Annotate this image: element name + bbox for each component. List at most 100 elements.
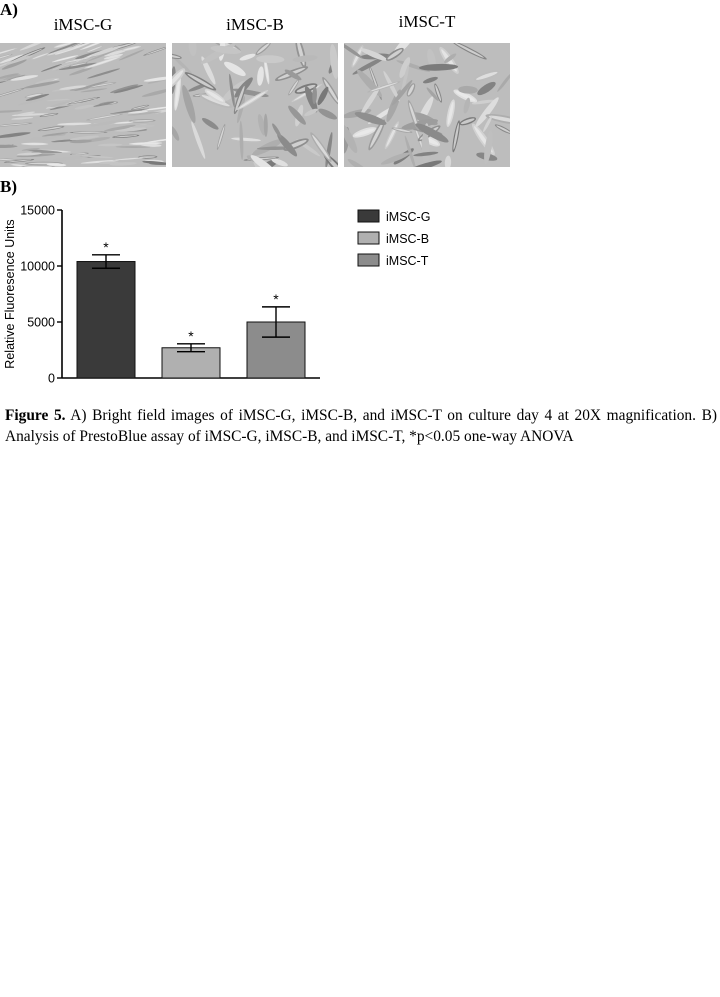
cell-highlight xyxy=(447,101,454,125)
cell-shape xyxy=(69,135,99,141)
panel-a-label: A) xyxy=(0,0,18,19)
cell-shape xyxy=(391,79,413,106)
cell-shape xyxy=(304,108,318,117)
image-title-t: iMSC-T xyxy=(398,12,456,31)
cell-shape xyxy=(229,73,235,108)
bar-imsc-g xyxy=(76,261,136,379)
cell-highlight xyxy=(145,47,166,55)
cell-shape xyxy=(239,53,256,61)
cell-shape xyxy=(6,55,33,65)
cell-highlight xyxy=(393,128,411,133)
cell-highlight xyxy=(64,57,91,63)
cell-shape xyxy=(444,155,452,167)
cell-shape xyxy=(330,44,338,80)
cell-shape xyxy=(142,160,166,165)
cell-shape xyxy=(201,117,219,130)
cell-shape xyxy=(118,49,145,61)
cell-highlight xyxy=(354,128,375,137)
cell-shape xyxy=(444,53,457,63)
cell-shape xyxy=(21,148,40,151)
cell-shape xyxy=(277,133,298,157)
cell-shape xyxy=(23,80,60,89)
cell-shape xyxy=(272,123,282,138)
cell-shape xyxy=(404,135,416,167)
cell-shape xyxy=(10,75,39,81)
cell-shape xyxy=(256,55,285,64)
cell-highlight xyxy=(235,85,245,112)
cell-shape xyxy=(271,158,288,167)
cell-shape xyxy=(0,144,18,149)
cell-shape xyxy=(46,98,71,102)
cell-highlight xyxy=(175,76,180,108)
cell-shape xyxy=(143,76,166,82)
cell-shape xyxy=(24,149,63,153)
cell-shape xyxy=(51,139,78,143)
cell-highlight xyxy=(206,90,224,102)
cell-shape xyxy=(413,151,439,157)
cell-shape xyxy=(90,119,128,127)
cell-highlight xyxy=(24,165,53,167)
cell-highlight xyxy=(488,115,510,123)
cell-highlight xyxy=(39,126,63,131)
micrograph-imsc-b xyxy=(172,43,338,167)
cell-highlight xyxy=(71,152,88,155)
cell-shape xyxy=(427,48,436,69)
cell-highlight xyxy=(87,46,102,53)
cell-highlight xyxy=(0,88,23,98)
cell-shape xyxy=(3,74,21,81)
cell-shape xyxy=(15,111,36,116)
cell-shape xyxy=(401,64,410,95)
cell-shape xyxy=(69,67,93,76)
cell-shape xyxy=(250,155,277,167)
cell-shape xyxy=(237,96,246,124)
cell-shape xyxy=(360,48,388,61)
cell-highlight xyxy=(115,157,144,161)
cell-shape xyxy=(25,93,50,101)
cell-shape xyxy=(347,158,370,167)
cell-shape xyxy=(172,126,180,141)
cell-shape xyxy=(127,111,162,116)
cell-shape xyxy=(80,159,120,164)
cell-highlight xyxy=(54,55,77,62)
cell-highlight xyxy=(217,126,225,148)
cell-highlight xyxy=(0,123,30,127)
cell-highlight xyxy=(26,93,42,98)
cell-shape xyxy=(74,80,109,91)
cell-highlight xyxy=(48,163,65,166)
cell-highlight xyxy=(70,62,87,67)
cell-shape xyxy=(418,63,459,71)
cell-shape xyxy=(399,57,411,79)
cell-shape xyxy=(103,53,123,60)
bar-chart: Relative Fluoresence Units 0 5000 10000 1500… xyxy=(3,204,430,386)
cell-shape xyxy=(344,43,363,59)
cell-shape xyxy=(17,97,47,106)
cell-highlight xyxy=(86,82,114,88)
cell-shape xyxy=(188,43,197,57)
cell-shape xyxy=(47,43,82,54)
cell-shape xyxy=(52,155,90,161)
cell-shape xyxy=(304,86,318,113)
cell-highlight xyxy=(453,122,459,150)
y-tick-label: 15000 xyxy=(20,204,55,218)
cell-shape xyxy=(51,61,80,71)
cell-highlight xyxy=(144,106,166,111)
cell-shape xyxy=(30,136,58,140)
cell-shape xyxy=(354,111,387,125)
cell-highlight xyxy=(87,57,118,68)
cell-shape xyxy=(422,76,438,84)
cell-highlight xyxy=(32,53,49,60)
cell-highlight xyxy=(81,43,106,50)
cell-highlight xyxy=(11,164,28,167)
cell-shape xyxy=(81,155,114,159)
cell-shape xyxy=(19,43,52,51)
cell-shape xyxy=(360,86,380,116)
cell-shape xyxy=(114,127,147,132)
cell-highlight xyxy=(289,80,299,95)
micrograph-imsc-g xyxy=(0,43,166,167)
cell-shape xyxy=(0,110,23,114)
caption-label: Figure 5. xyxy=(5,407,66,424)
cell-shape xyxy=(104,124,136,132)
cell-highlight xyxy=(71,43,92,48)
cell-shape xyxy=(497,72,510,92)
cell-shape xyxy=(410,160,442,167)
